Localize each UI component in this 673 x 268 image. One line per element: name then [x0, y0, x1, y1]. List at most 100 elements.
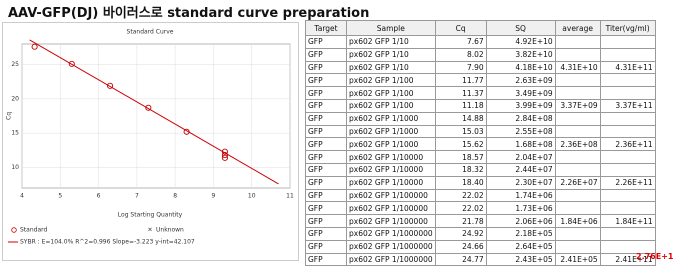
table-cell: 2.41E+05	[554, 252, 601, 267]
table-cell: 2.64E+05	[485, 239, 556, 254]
table-cell: 4.31E+10	[554, 60, 601, 75]
x-tick-label: 5	[58, 193, 62, 200]
table-cell: 4.92E+10	[485, 35, 556, 49]
table-cell: 21.78	[434, 214, 487, 228]
table-row: GFP px602 GFP 1/100000 21.78 2.06E+06 1.84E+…	[305, 214, 656, 228]
table-cell: GFP	[305, 188, 347, 203]
data-table: Target Sample Cq SQ average Titer(vg/ml) GFP px…	[305, 20, 656, 267]
y-tick-label: 10	[11, 164, 19, 171]
table-cell: 3.37E+11	[599, 98, 656, 113]
table-cell: GFP	[305, 86, 347, 100]
table-cell: 18.57	[434, 150, 487, 164]
table-cell: GFP	[305, 60, 347, 75]
legend-label: Unknown	[156, 227, 184, 234]
table-cell: 1.84E+11	[599, 214, 656, 228]
table-cell: 11.18	[434, 98, 487, 113]
table-cell: GFP	[305, 252, 347, 267]
table-cell: 1.84E+06	[554, 214, 601, 228]
table-cell	[599, 73, 656, 88]
table-cell	[554, 239, 601, 254]
table-cell	[599, 47, 656, 62]
highlight-value: 2.76E+11	[636, 252, 673, 261]
data-point	[221, 154, 228, 161]
table-row: GFP px602 GFP 1/1000000 24.92 2.18E+05	[305, 226, 656, 241]
table-cell	[554, 124, 601, 139]
table-cell: GFP	[305, 35, 347, 49]
table-cell: 2.18E+05	[485, 226, 556, 241]
table-cell: 11.37	[434, 86, 487, 100]
table-cell: GFP	[305, 47, 347, 62]
table-cell: 1.74E+06	[485, 188, 556, 203]
table-cell: GFP	[305, 162, 347, 177]
table-row: GFP px602 GFP 1/10000 18.57 2.04E+07	[305, 150, 656, 164]
data-point	[221, 148, 228, 155]
table-cell: 7.67	[434, 35, 487, 49]
table-row: GFP px602 GFP 1/10000 18.40 2.30E+07 2.26E+0…	[305, 175, 656, 190]
y-axis-label: Cq	[6, 112, 13, 120]
x-tick-label: 6	[97, 193, 101, 200]
table-cell	[554, 150, 601, 164]
table-cell: 3.99E+09	[485, 98, 556, 113]
data-point	[145, 104, 152, 111]
legend-symbol: ✕	[147, 227, 152, 234]
header-cell: SQ	[485, 20, 556, 36]
table-row: GFP px602 GFP 1/1000 14.88 2.84E+08	[305, 111, 656, 126]
table-cell: 15.03	[434, 124, 487, 139]
table-row: GFP px602 GFP 1/100 11.18 3.99E+09 3.37E+09 3…	[305, 98, 656, 113]
table-row: GFP px602 GFP 1/100000 22.02 1.73E+06	[305, 201, 656, 216]
legend-symbol	[11, 227, 17, 233]
table-cell	[554, 188, 601, 203]
slide-title: AAV-GFP(DJ) 바이러스로 standard curve prepara…	[8, 6, 370, 21]
table-row: GFP px602 GFP 1/100 11.77 2.63E+09	[305, 73, 656, 88]
table-cell	[599, 86, 656, 100]
table-row: GFP px602 GFP 1/10 8.02 3.82E+10	[305, 47, 656, 62]
table-cell: 2.84E+08	[485, 111, 556, 126]
table-cell: 4.31E+11	[599, 60, 656, 75]
table-cell: px602 GFP 1/1000	[346, 137, 436, 152]
table-row: GFP px602 GFP 1/1000 15.03 2.55E+08	[305, 124, 656, 139]
table-row: GFP px602 GFP 1/10 7.67 4.92E+10	[305, 35, 656, 49]
table-cell: px602 GFP 1/1000000	[346, 239, 436, 254]
table-cell: px602 GFP 1/100	[346, 73, 436, 88]
table-cell: 24.77	[434, 252, 487, 267]
standard-curve-chart: Standard Curve Log Starting Quantity Cq …	[2, 22, 299, 261]
x-tick-label: 11	[286, 193, 294, 200]
table-cell	[554, 47, 601, 62]
table-cell	[599, 35, 656, 49]
table-cell	[599, 188, 656, 203]
table-row: GFP px602 GFP 1/1000000 24.77 2.43E+05 2.41E…	[305, 252, 656, 267]
table-cell: GFP	[305, 226, 347, 241]
table-cell: 14.88	[434, 111, 487, 126]
table-cell: 1.68E+08	[485, 137, 556, 152]
table-cell: px602 GFP 1/10000	[346, 150, 436, 164]
table-cell	[599, 162, 656, 177]
legend-label: Standard	[20, 227, 47, 234]
header-cell: Target	[305, 20, 347, 36]
chart-title: Standard Curve	[127, 29, 174, 36]
table-cell	[554, 201, 601, 216]
table-cell	[599, 201, 656, 216]
table-cell: px602 GFP 1/1000	[346, 111, 436, 126]
y-tick-label: 20	[11, 95, 19, 102]
table-cell: GFP	[305, 214, 347, 228]
table-cell: 2.63E+09	[485, 73, 556, 88]
data-point	[221, 152, 228, 159]
table-cell: 2.26E+07	[554, 175, 601, 190]
table-cell	[599, 111, 656, 126]
table-cell: px602 GFP 1/1000000	[346, 226, 436, 241]
table-cell	[554, 35, 601, 49]
x-tick-label: 8	[173, 193, 177, 200]
table-cell	[554, 162, 601, 177]
table-cell: GFP	[305, 124, 347, 139]
table-cell: px602 GFP 1/1000000	[346, 252, 436, 267]
table-cell: 2.36E+11	[599, 137, 656, 152]
fit-line	[29, 39, 279, 185]
table-cell: GFP	[305, 175, 347, 190]
table-cell: px602 GFP 1/10	[346, 35, 436, 49]
header-cell: Cq	[434, 20, 487, 36]
table-cell: 11.77	[434, 73, 487, 88]
table-row: GFP px602 GFP 1/100000 22.02 1.74E+06	[305, 188, 656, 203]
header-row: Target Sample Cq SQ average Titer(vg/ml)	[305, 20, 656, 36]
table-cell: 2.44E+07	[485, 162, 556, 177]
